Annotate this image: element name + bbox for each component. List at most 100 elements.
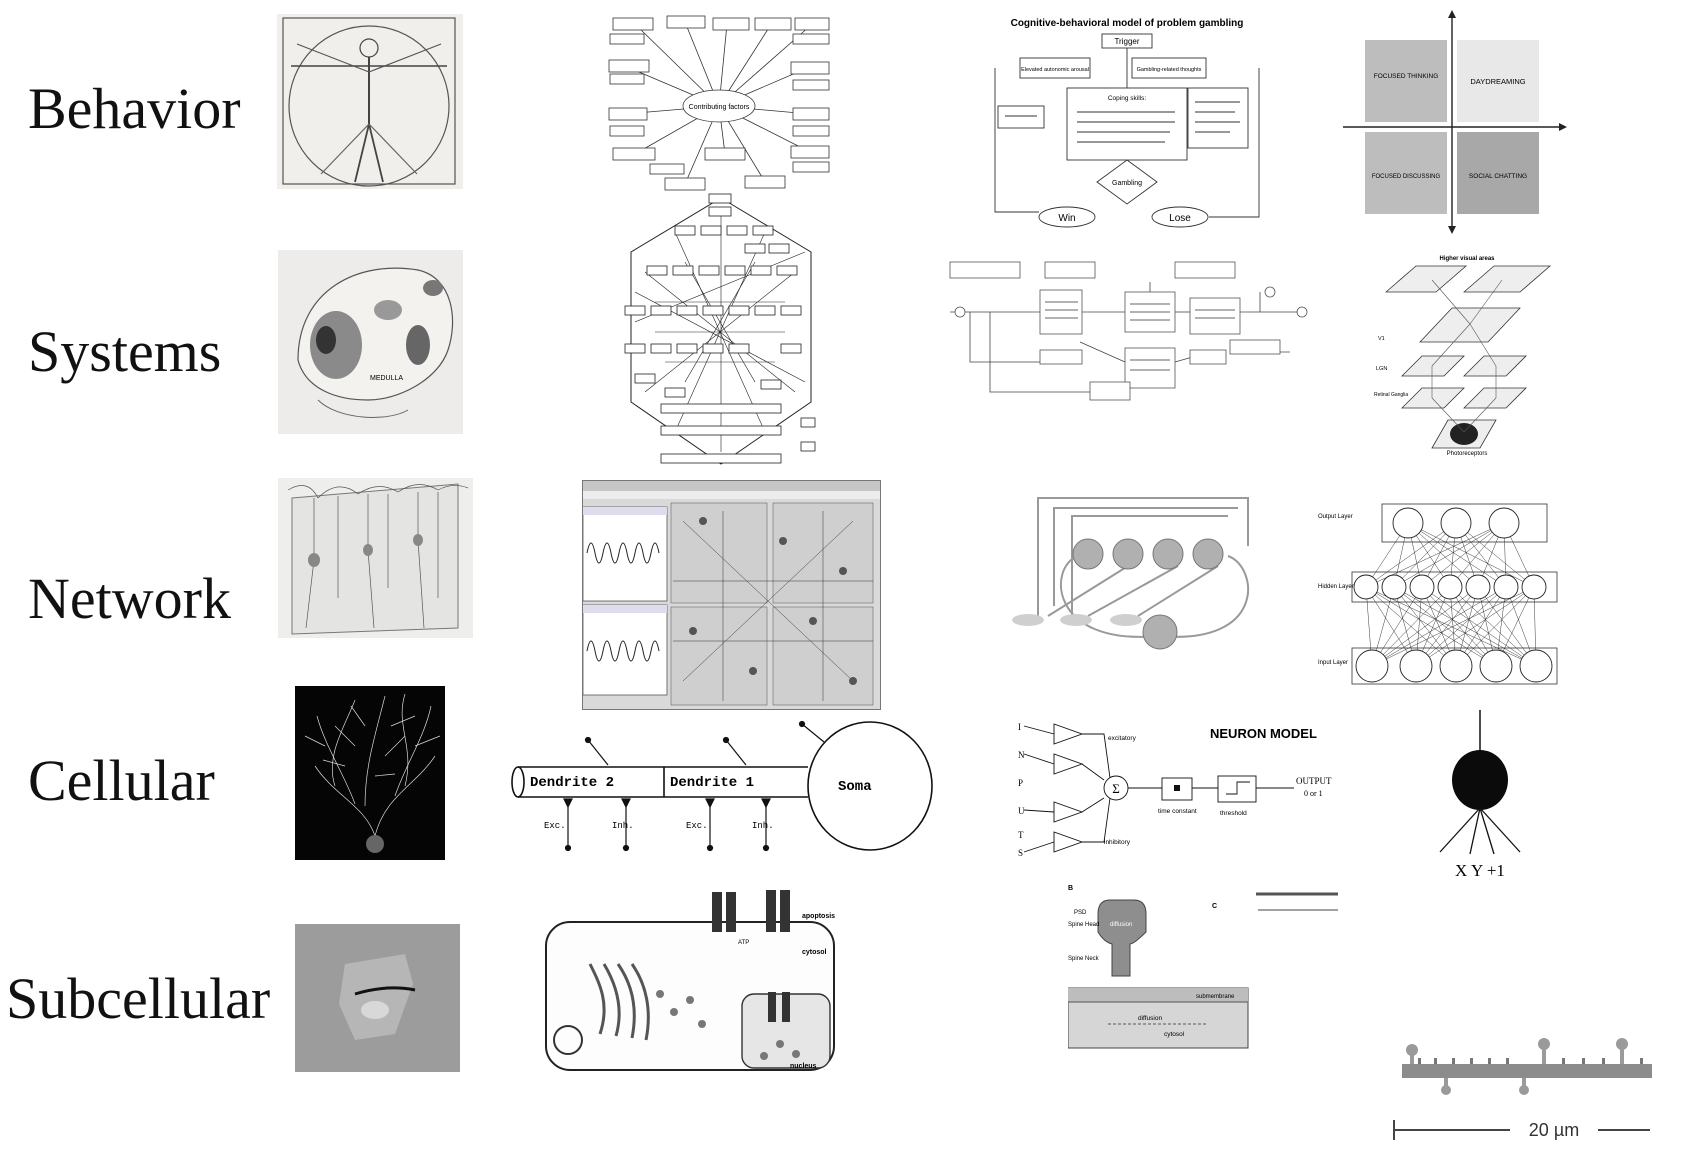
row-label-behavior: Behavior [28,76,241,141]
nn-connection [1393,586,1497,667]
nn-node [1488,507,1520,539]
higher-visual-areas-label: Higher visual areas [1439,256,1495,262]
purkinje-cell-image [295,686,445,860]
quadrant-daydreaming: DAYDREAMING [1470,77,1525,86]
spine-panel-b-label: B [1068,885,1073,892]
nn-connection [1371,586,1479,667]
nn-connection [1407,522,1507,588]
nn-node [1399,649,1433,683]
spine-head-label: Spine Head [1068,922,1099,928]
lgn-label: LGN [1376,366,1387,372]
submembrane-label: submembrane [1196,994,1235,1000]
dendrite-2-label: Dendrite 2 [530,775,614,791]
nn-node [1381,574,1407,600]
nn-connection [1407,522,1479,588]
nn-connection [1455,586,1535,667]
nn-node [1440,507,1472,539]
nn-node [1479,649,1513,683]
nn-connection [1415,586,1535,667]
perceptron-node-diagram: X Y +1 [1420,710,1540,882]
row-label-subcellular: Subcellular [6,966,271,1031]
row-label-network: Network [28,566,231,631]
gambling-arousal: Elevated autonomic arousal [1021,67,1089,73]
nn-connection [1371,586,1451,667]
apoptosis-label: apoptosis [802,913,835,920]
dendritic-spine-model: submembrane diffusion cytosol [1068,968,1253,1058]
gambling-thoughts: Gambling-related thoughts [1137,67,1202,73]
psd-label: PSD [1074,910,1087,916]
dendrite-1-label: Dendrite 1 [670,775,754,791]
output-sub-label: 0 or 1 [1304,789,1323,798]
block-flow-diagram [930,252,1325,420]
quadrant-focused-discussing: FOCUSED DISCUSSING [1372,174,1441,180]
nn-node [1437,574,1463,600]
scale-bar-label: 20 µm [1529,1120,1579,1140]
visual-pathway-layers: Higher visual areas V1 LGN Retinal Gangl… [1372,252,1562,458]
spine-dendrite-scale [1252,880,1342,920]
gambling-model-title: Cognitive-behavioral model of problem ga… [1011,18,1244,29]
nn-node [1353,574,1379,600]
soma-label: Soma [838,779,872,795]
nn-connection [1407,522,1535,588]
output-layer-label: Output Layer [1318,514,1353,520]
contributing-factors-mindmap: Contributing factors [605,14,833,192]
cortical-column-sketch [278,478,473,638]
neural-network-layers: Output Layer Hidden Layer Input Layer [1316,498,1561,686]
nn-connection [1415,586,1479,667]
nn-connection [1393,586,1537,667]
perceptron-inputs-label: X Y +1 [1455,861,1505,880]
nn-connection [1371,586,1535,667]
vitruvian-man-image [277,14,463,189]
network-simulator-screenshot [582,480,881,710]
retinal-label: Retinal Ganglia [1374,392,1408,398]
nn-node [1465,574,1491,600]
input-letter-p: P [1018,778,1023,788]
spine-neck-label: Spine Neck [1068,956,1100,962]
nn-connection [1449,586,1537,667]
diffusion-label-bottom: diffusion [1138,1015,1162,1022]
diffusion-label-top: diffusion [1110,922,1132,928]
nn-node [1439,649,1473,683]
nn-connection [1371,586,1507,667]
time-constant-label: time constant [1158,808,1197,815]
gambling-node: Gambling [1112,180,1142,187]
brain-lobes-sketch: MEDULLA [278,250,463,434]
compartment-model-diagram: Dendrite 2 Dendrite 1 Soma Exc. Inh. Exc… [508,716,936,874]
inh-label-1: Inh. [612,821,634,831]
nn-node [1493,574,1519,600]
spiny-dendrite-image: 20 µm [1392,1020,1662,1150]
input-letter-s: S [1018,848,1023,858]
inhibitory-label: inhibitory [1104,839,1131,846]
cytosol-label-2: cytosol [1164,1031,1185,1038]
nn-connection [1365,522,1457,588]
thinking-quadrant-chart: FOCUSED THINKING DAYDREAMING FOCUSED DIS… [1333,8,1573,236]
gambling-model-diagram: Cognitive-behavioral model of problem ga… [985,12,1270,230]
input-letter-t: T [1018,830,1024,840]
nn-node [1521,574,1547,600]
quadrant-focused-thinking: FOCUSED THINKING [1374,73,1439,80]
gambling-trigger: Trigger [1114,37,1139,46]
input-layer-label: Input Layer [1318,660,1348,666]
input-letter-n: N [1018,750,1025,760]
nn-connection [1421,586,1497,667]
recurrent-network-sketch [1008,486,1276,656]
gambling-win: Win [1058,213,1075,224]
cell-signaling-diagram: apoptosis cytosol nucleus ATP [540,884,840,1074]
nn-node [1519,649,1553,683]
input-letter-u: U [1018,806,1025,816]
hidden-layer-label: Hidden Layer [1318,584,1354,590]
medulla-label: MEDULLA [370,375,403,382]
nucleus-label: nucleus [790,1063,817,1070]
neuron-model-title: NEURON MODEL [1210,726,1317,741]
nn-node [1392,507,1424,539]
visual-hierarchy-wiring [605,192,837,470]
row-label-cellular: Cellular [28,748,215,813]
v1-label: V1 [1378,336,1385,342]
input-letter-i: I [1018,722,1021,732]
mindmap-center-label: Contributing factors [689,104,750,111]
nn-connection [1415,586,1507,667]
row-label-systems: Systems [28,319,222,384]
nn-connection [1365,586,1537,667]
gambling-coping: Coping skills: [1108,95,1146,102]
nn-connection [1393,522,1505,588]
